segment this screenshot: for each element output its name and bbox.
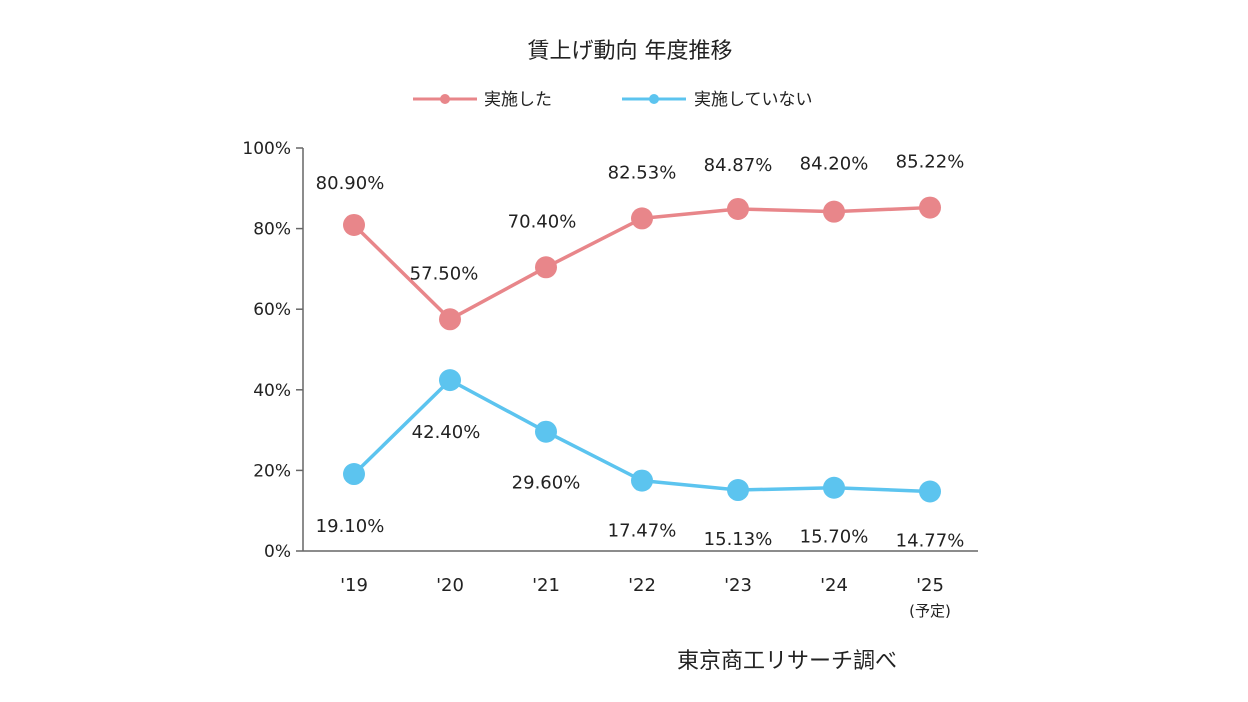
y-tick-label: 40% xyxy=(253,381,291,401)
data-point-implemented xyxy=(919,196,941,219)
data-point-not-implemented xyxy=(823,476,845,499)
chart-title: 賃上げ動向 年度推移 xyxy=(528,39,733,64)
data-point-implemented xyxy=(727,197,749,220)
legend-item-implemented: 実施した xyxy=(413,90,552,110)
y-tick-label: 60% xyxy=(253,300,291,320)
data-label-not-implemented: 15.13% xyxy=(704,529,773,550)
data-point-implemented xyxy=(631,207,653,230)
legend-item-not-implemented: 実施していない xyxy=(622,90,813,110)
data-label-implemented: 82.53% xyxy=(608,162,677,183)
data-label-implemented: 57.50% xyxy=(410,263,479,284)
source-note: 東京商工リサーチ調べ xyxy=(677,649,897,674)
x-tick-note: (予定) xyxy=(909,602,951,620)
data-labels: 80.90% 57.50% 70.40% 82.53% 84.87% 84.20% 85.2… xyxy=(316,152,965,552)
data-point-implemented xyxy=(535,256,557,279)
x-ticks: '19 '20 '21 '22 '23 '24 '25 (予定) xyxy=(340,575,951,620)
data-point-not-implemented xyxy=(727,479,749,502)
data-label-implemented: 80.90% xyxy=(316,173,385,194)
y-tick-label: 100% xyxy=(242,139,291,159)
data-label-implemented: 85.22% xyxy=(896,152,965,173)
x-tick-label: '25 xyxy=(916,575,944,596)
legend-marker-implemented xyxy=(440,94,450,104)
data-point-implemented xyxy=(343,213,365,236)
data-label-implemented: 70.40% xyxy=(508,211,577,232)
x-tick-label: '24 xyxy=(820,575,848,596)
data-point-not-implemented xyxy=(439,369,461,392)
data-label-not-implemented: 17.47% xyxy=(608,521,677,542)
data-label-not-implemented: 42.40% xyxy=(412,422,481,443)
x-tick-label: '22 xyxy=(628,575,656,596)
y-tick-label: 20% xyxy=(253,461,291,481)
data-label-not-implemented: 19.10% xyxy=(316,516,385,537)
data-point-implemented xyxy=(823,200,845,223)
data-point-not-implemented xyxy=(631,469,653,492)
y-ticks: 0% 20% 40% 60% 80% 100% xyxy=(242,139,303,562)
data-label-not-implemented: 29.60% xyxy=(512,473,581,494)
data-point-not-implemented xyxy=(535,420,557,443)
series-layer xyxy=(343,196,941,503)
data-label-implemented: 84.87% xyxy=(704,155,773,176)
data-point-not-implemented xyxy=(919,480,941,503)
y-tick-label: 80% xyxy=(253,220,291,240)
data-point-not-implemented xyxy=(343,463,365,486)
data-label-not-implemented: 15.70% xyxy=(800,527,869,548)
legend-label-implemented: 実施した xyxy=(484,90,552,110)
x-tick-label: '20 xyxy=(436,575,464,596)
data-label-not-implemented: 14.77% xyxy=(896,530,965,551)
legend: 実施した 実施していない xyxy=(413,90,813,110)
x-tick-label: '19 xyxy=(340,575,368,596)
y-tick-label: 0% xyxy=(264,542,291,562)
data-point-implemented xyxy=(439,308,461,331)
legend-label-not-implemented: 実施していない xyxy=(694,90,813,110)
x-tick-label: '23 xyxy=(724,575,752,596)
data-label-implemented: 84.20% xyxy=(800,154,869,175)
legend-marker-not-implemented xyxy=(649,94,659,104)
x-tick-label: '21 xyxy=(532,575,560,596)
